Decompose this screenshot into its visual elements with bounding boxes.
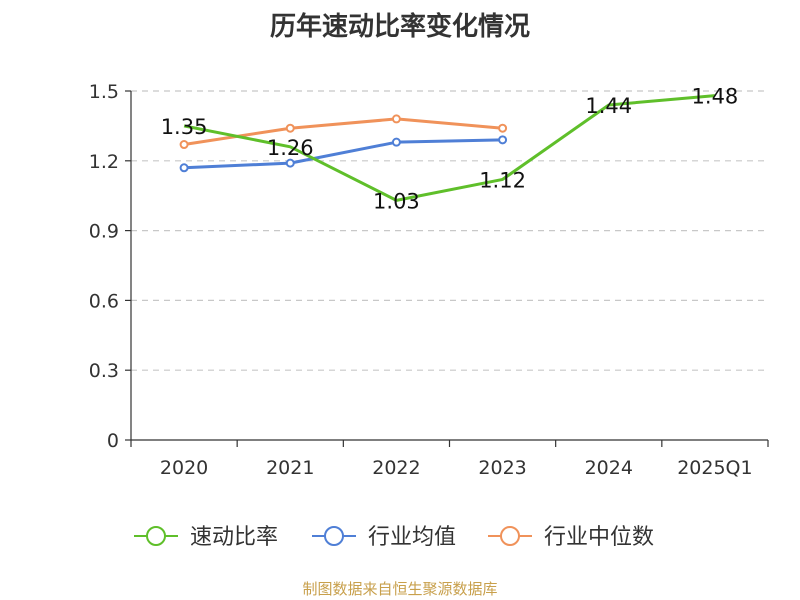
series-lines: [179, 94, 716, 202]
legend: 速动比率 行业均值 行业中位数: [134, 525, 654, 550]
data-label: 1.03: [373, 189, 420, 213]
data-label: 1.12: [479, 168, 526, 192]
legend-marker: [500, 526, 520, 546]
x-tick-label: 2021: [266, 457, 314, 479]
legend-label: 行业中位数: [544, 525, 654, 550]
legend-marker: [324, 526, 344, 546]
data-point: [498, 123, 508, 133]
data-point: [179, 140, 189, 150]
chart-title: 历年速动比率变化情况: [269, 12, 530, 42]
data-point: [285, 123, 295, 133]
gridlines: [131, 90, 768, 371]
data-point: [391, 137, 401, 147]
data-point: [285, 158, 295, 168]
axes: 0 0.3 0.6 0.9 1.2 1.5 2020 2021 2022 2023 2024 2025…: [89, 81, 769, 479]
data-point: [179, 163, 189, 173]
data-label: 1.35: [161, 115, 208, 139]
data-label: 1.44: [585, 94, 632, 118]
source-note: 制图数据来自恒生聚源数据库: [302, 580, 498, 598]
x-tick-label: 2022: [372, 457, 420, 479]
series-line: [183, 94, 716, 202]
y-tick-label: 0: [107, 430, 119, 452]
series-line: [184, 138, 503, 170]
y-tick-label: 1.5: [89, 81, 119, 103]
x-tick-label: 2024: [585, 457, 633, 479]
y-tick-label: 1.2: [89, 151, 119, 173]
legend-label: 行业均值: [368, 525, 456, 550]
data-point: [391, 114, 401, 124]
x-tick-label: 2020: [160, 457, 208, 479]
x-tick-label: 2023: [478, 457, 526, 479]
data-label: 1.26: [267, 136, 314, 160]
y-tick-label: 0.3: [89, 360, 119, 382]
data-point: [498, 135, 508, 145]
x-tick-label: 2025Q1: [677, 457, 752, 479]
legend-label: 速动比率: [190, 525, 278, 550]
legend-marker: [146, 526, 166, 546]
data-label: 1.48: [692, 85, 739, 109]
y-tick-label: 0.6: [89, 290, 119, 312]
y-tick-label: 0.9: [89, 221, 119, 243]
data-labels: 1.35 1.26 1.03 1.12 1.44 1.48: [161, 85, 739, 214]
